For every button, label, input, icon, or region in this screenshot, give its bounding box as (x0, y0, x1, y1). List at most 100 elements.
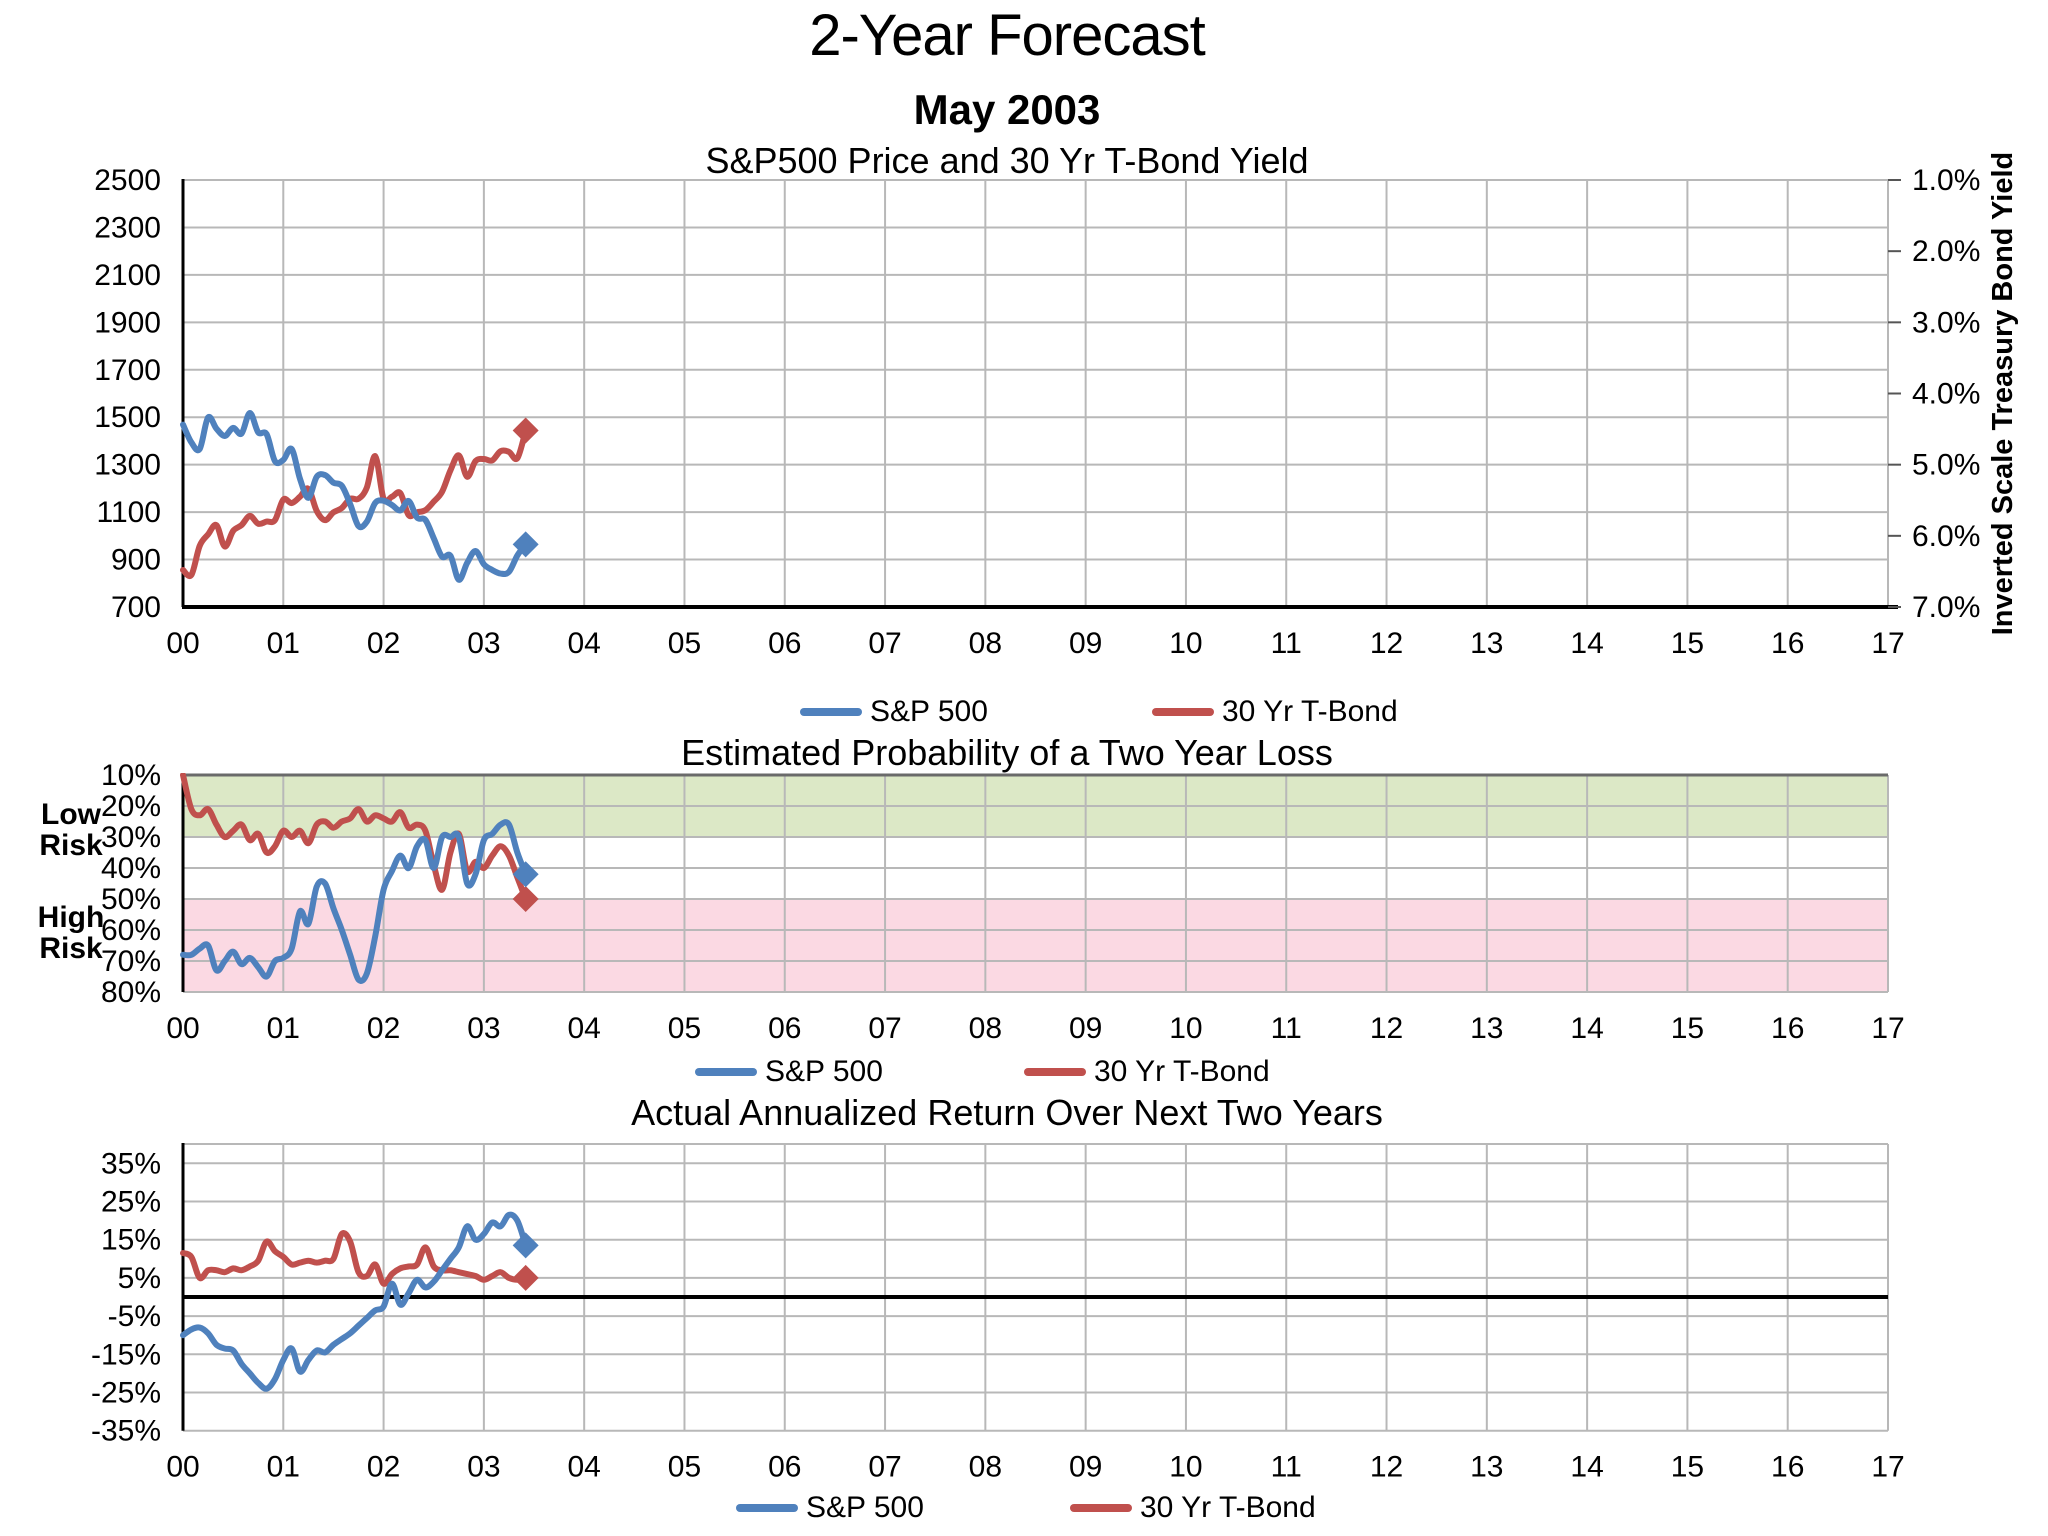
tbond-line-swatch (1070, 1504, 1132, 1512)
tbond-return-line (180, 1230, 529, 1287)
tbond-yield-line (180, 427, 529, 580)
return-axis-tick: 5% (118, 1262, 161, 1295)
probability-axis-tick: 80% (101, 976, 161, 1009)
x-axis-tick: 05 (668, 627, 701, 660)
sp500-end-marker (512, 531, 539, 558)
x-axis-tick: 01 (267, 627, 300, 660)
yield-axis-tick: 3.0% (1912, 306, 1980, 339)
low-risk-label: Low Risk (39, 798, 103, 862)
x-axis-tick: 04 (567, 1451, 600, 1484)
chart2-legend-sp500: S&P 500 (695, 1054, 883, 1090)
c3-series (180, 1211, 539, 1392)
x-axis-tick: 13 (1470, 1451, 1503, 1484)
legend-label: S&P 500 (806, 1491, 924, 1524)
x-axis-tick: 12 (1370, 1012, 1403, 1045)
price-axis-tick: 1900 (94, 306, 161, 339)
price-axis-tick: 1700 (94, 354, 161, 387)
x-axis-tick: 03 (467, 1012, 500, 1045)
x-axis-tick: 10 (1169, 1451, 1202, 1484)
x-axis-tick: 17 (1871, 1451, 1904, 1484)
x-axis-tick: 10 (1169, 627, 1202, 660)
yield-axis-tick: 4.0% (1912, 378, 1980, 411)
return-axis-tick: -15% (91, 1338, 161, 1371)
yield-axis-tick: 6.0% (1912, 520, 1980, 553)
x-axis-tick: 03 (467, 627, 500, 660)
sp500-end-marker (512, 1232, 539, 1259)
sp500-line-swatch (695, 1068, 757, 1076)
tbond-end-marker (512, 1264, 539, 1291)
x-axis-tick: 04 (567, 627, 600, 660)
tbond-end-marker (512, 417, 539, 444)
x-axis-tick: 08 (969, 627, 1002, 660)
x-axis-tick: 11 (1271, 1451, 1302, 1484)
x-axis-tick: 00 (166, 1451, 199, 1484)
yield-axis-tick: 2.0% (1912, 235, 1980, 268)
c1-series (180, 409, 539, 583)
x-axis-tick: 01 (267, 1451, 300, 1484)
chart3-title: Actual Annualized Return Over Next Two Y… (631, 1092, 1383, 1133)
x-axis-tick: 03 (467, 1451, 500, 1484)
price-axis-tick: 2300 (94, 211, 161, 244)
x-axis-tick: 15 (1671, 627, 1704, 660)
sp500-end-marker (512, 861, 539, 888)
yield-axis-tick: 1.0% (1912, 164, 1980, 197)
x-axis-tick: 04 (567, 1012, 600, 1045)
legend-label: 30 Yr T-Bond (1140, 1491, 1316, 1524)
x-axis-tick: 12 (1370, 1451, 1403, 1484)
probability-axis-tick: 40% (101, 852, 161, 885)
x-axis-tick: 09 (1069, 1012, 1102, 1045)
probability-axis-tick: 50% (101, 883, 161, 916)
x-axis-tick: 00 (166, 1012, 199, 1045)
tbond-line-swatch (1024, 1068, 1086, 1076)
return-axis-tick: 15% (101, 1224, 161, 1257)
x-axis-tick: 13 (1470, 1012, 1503, 1045)
high-risk-band (183, 899, 1888, 992)
x-axis-tick: 02 (367, 1451, 400, 1484)
x-axis-tick: 15 (1671, 1012, 1704, 1045)
x-axis-tick: 06 (768, 627, 801, 660)
page-title: 2-Year Forecast (809, 3, 1206, 68)
x-axis-tick: 02 (367, 627, 400, 660)
x-axis-tick: 16 (1771, 1012, 1804, 1045)
tbond-end-marker (512, 886, 539, 912)
legend-label: S&P 500 (765, 1055, 883, 1088)
price-axis-tick: 900 (111, 544, 161, 577)
probability-axis-tick: 10% (101, 759, 161, 792)
page-subtitle: May 2003 (913, 86, 1101, 133)
price-axis-tick: 1300 (94, 449, 161, 482)
sp500-probability-line (180, 819, 529, 984)
return-axis-tick: -35% (91, 1415, 161, 1448)
x-axis-tick: 14 (1570, 1451, 1603, 1484)
return-axis-tick: 35% (101, 1147, 161, 1180)
x-axis-tick: 15 (1671, 1451, 1704, 1484)
x-axis-tick: 17 (1871, 627, 1904, 660)
x-axis-tick: 08 (969, 1451, 1002, 1484)
yield-axis-tick: 5.0% (1912, 449, 1980, 482)
x-axis-tick: 05 (668, 1012, 701, 1045)
chart3-legend-tbond: 30 Yr T-Bond (1070, 1490, 1316, 1526)
sp500-return-line (180, 1211, 529, 1392)
yield-axis-tick: 7.0% (1912, 591, 1980, 624)
x-axis-tick: 14 (1570, 1012, 1603, 1045)
x-axis-tick: 02 (367, 1012, 400, 1045)
chart1-legend-tbond: 30 Yr T-Bond (1152, 694, 1398, 730)
legend-label: 30 Yr T-Bond (1222, 695, 1398, 728)
chart1-title: S&P500 Price and 30 Yr T-Bond Yield (705, 140, 1309, 181)
x-axis-tick: 06 (768, 1451, 801, 1484)
chart3-legend-sp500: S&P 500 (736, 1490, 924, 1526)
tbond-probability-line (180, 773, 529, 902)
price-axis-tick: 1500 (94, 401, 161, 434)
x-axis-tick: 16 (1771, 627, 1804, 660)
probability-axis-tick: 30% (101, 821, 161, 854)
legend-label: S&P 500 (870, 695, 988, 728)
x-axis-tick: 06 (768, 1012, 801, 1045)
sp500-line-swatch (800, 708, 862, 716)
x-axis-tick: 11 (1271, 1012, 1302, 1045)
x-axis-tick: 17 (1871, 1012, 1904, 1045)
price-axis-tick: 1100 (96, 496, 161, 529)
chart2-title: Estimated Probability of a Two Year Loss (681, 732, 1333, 773)
return-axis-tick: 25% (101, 1186, 161, 1219)
probability-axis-tick: 70% (101, 945, 161, 978)
